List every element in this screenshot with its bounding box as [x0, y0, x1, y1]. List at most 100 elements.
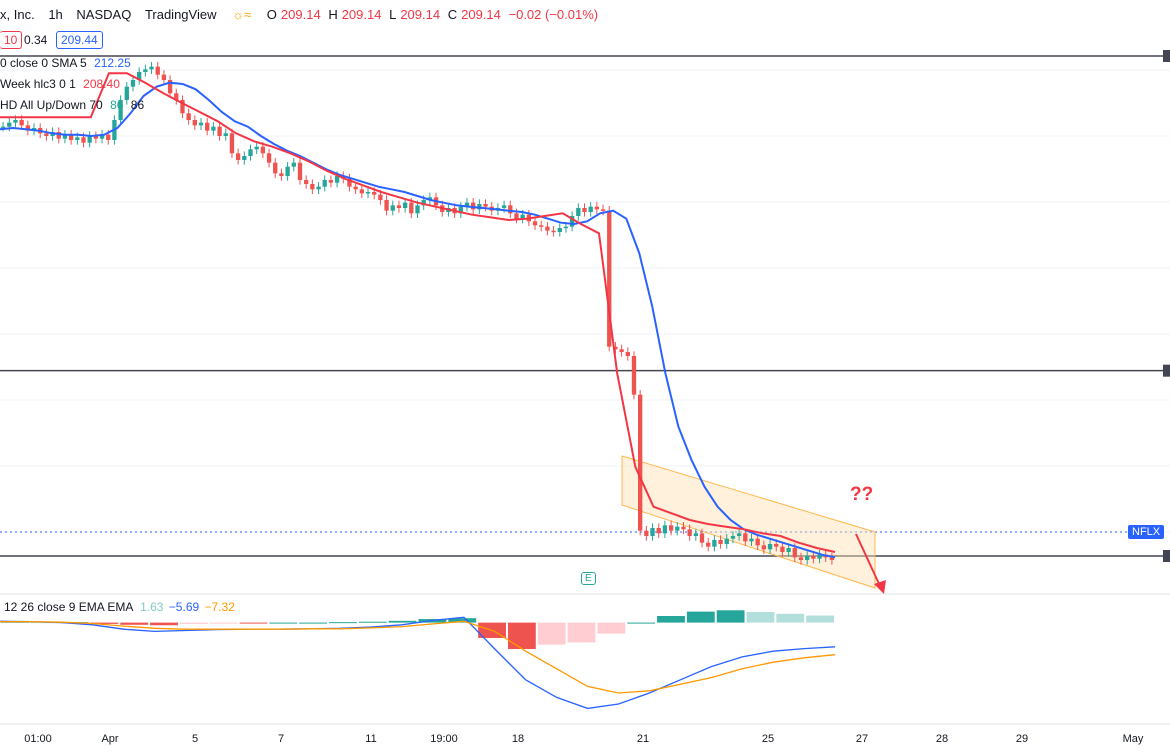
level-handle [1163, 550, 1170, 562]
level-handle [1163, 364, 1170, 377]
candle-body [242, 156, 247, 160]
forecast-arrow-shaft [855, 533, 881, 587]
candle-body [223, 133, 228, 136]
nflx-price-tag: NFLX [1128, 525, 1165, 539]
candle-body [279, 173, 284, 176]
candle-body [712, 540, 717, 547]
candle-body [143, 69, 148, 72]
candle-body [334, 176, 340, 183]
macd-histogram-bar [120, 622, 149, 625]
macd-histogram-bar [716, 610, 745, 623]
candle-body [372, 192, 377, 195]
macd-histogram-bar [657, 616, 685, 623]
candle-body [662, 525, 668, 534]
candle-body [62, 134, 68, 139]
candle-body [260, 146, 266, 154]
high-value: 209.14 [341, 7, 382, 22]
candle-body [353, 186, 358, 190]
candle-body [656, 528, 661, 534]
x-tick-label: 01:00 [24, 733, 52, 745]
macd-histogram-bar [179, 622, 208, 624]
macd-histogram-bar [90, 622, 119, 624]
candle-body [508, 205, 513, 214]
candle-body [365, 192, 371, 194]
candle-body [792, 548, 797, 558]
hlc-value: 208.40 [83, 77, 120, 91]
candle-body [161, 74, 167, 80]
candle-body [7, 122, 12, 127]
candle-body [638, 394, 643, 531]
candle-body [427, 197, 433, 200]
x-tick-label: 7 [278, 733, 284, 745]
macd-histogram-bar [239, 622, 268, 624]
question-annotation: ?? [850, 484, 874, 505]
macd-histogram-bar [209, 622, 238, 624]
candle-body [347, 178, 352, 187]
market-status-icon: ☼≈ [232, 7, 252, 22]
hlc-label: Week hlc3 0 1 [0, 77, 76, 91]
candle-body [551, 230, 556, 233]
candle-body [774, 544, 779, 547]
macd-histogram-bar [150, 622, 178, 626]
candle-body [755, 538, 760, 546]
macd-histogram-bar [597, 622, 626, 634]
candle-body [687, 529, 692, 536]
sma-line [0, 81, 836, 559]
macd-histogram-bar [507, 622, 536, 649]
candle-body [706, 542, 711, 547]
candle-body [130, 80, 136, 87]
candle-body [421, 200, 426, 206]
candle-body [464, 202, 470, 207]
candle-body [174, 93, 179, 100]
level-handle [1163, 50, 1170, 62]
candle-body [520, 214, 525, 219]
candle-body [205, 122, 210, 131]
exchange: NASDAQ [76, 7, 132, 22]
candle-body [235, 153, 241, 160]
channel-area [621, 455, 876, 589]
macd-histogram-bar [299, 622, 328, 624]
earnings-marker[interactable]: E [581, 572, 596, 585]
candle-body [693, 533, 698, 536]
candle-body [563, 226, 569, 229]
x-tick-label: 5 [192, 733, 198, 745]
bid-box[interactable]: 10 [0, 31, 23, 49]
macd-label: 12 26 close 9 EMA EMA [4, 600, 133, 614]
candle-body [273, 162, 278, 174]
candle-body [471, 202, 476, 210]
macd-histogram-bar [686, 611, 715, 623]
candle-body [724, 538, 729, 544]
candle-body [600, 209, 606, 211]
chart-grid [0, 69, 1170, 533]
candle-body [811, 556, 816, 559]
open-value: 209.14 [280, 7, 321, 22]
candle-body [730, 536, 736, 539]
candle-body [0, 126, 6, 129]
macd-legend: 12 26 close 9 EMA EMA 1.63 −5.69 −7.32 [4, 600, 235, 614]
macd-histogram-bar [388, 620, 417, 623]
candle-body [607, 210, 612, 347]
candle-body [736, 533, 742, 536]
x-tick-label: 25 [762, 733, 774, 745]
candle-body [118, 100, 123, 120]
macd-histogram-bar [358, 621, 387, 623]
macd-histogram-bar [806, 615, 834, 623]
candle-body [514, 213, 519, 219]
sma-value: 212.25 [94, 56, 131, 70]
candle-body [557, 228, 562, 232]
candle-body [248, 149, 253, 156]
candle-body [75, 137, 80, 140]
candle-body [743, 533, 748, 542]
data-source: TradingView [144, 7, 217, 22]
macd-histogram-bar [537, 622, 566, 645]
candle-body [211, 126, 216, 131]
candle-body [155, 66, 160, 75]
spread-value: 0.34 [24, 33, 48, 47]
macd-signal-value: −7.32 [204, 600, 235, 614]
change-value: −0.02 (−0.01%) [508, 7, 599, 22]
horizontal-levels [0, 50, 1170, 562]
macd-histogram-bar [448, 618, 477, 623]
candle-body [167, 80, 173, 94]
ask-box[interactable]: 209.44 [56, 31, 103, 49]
